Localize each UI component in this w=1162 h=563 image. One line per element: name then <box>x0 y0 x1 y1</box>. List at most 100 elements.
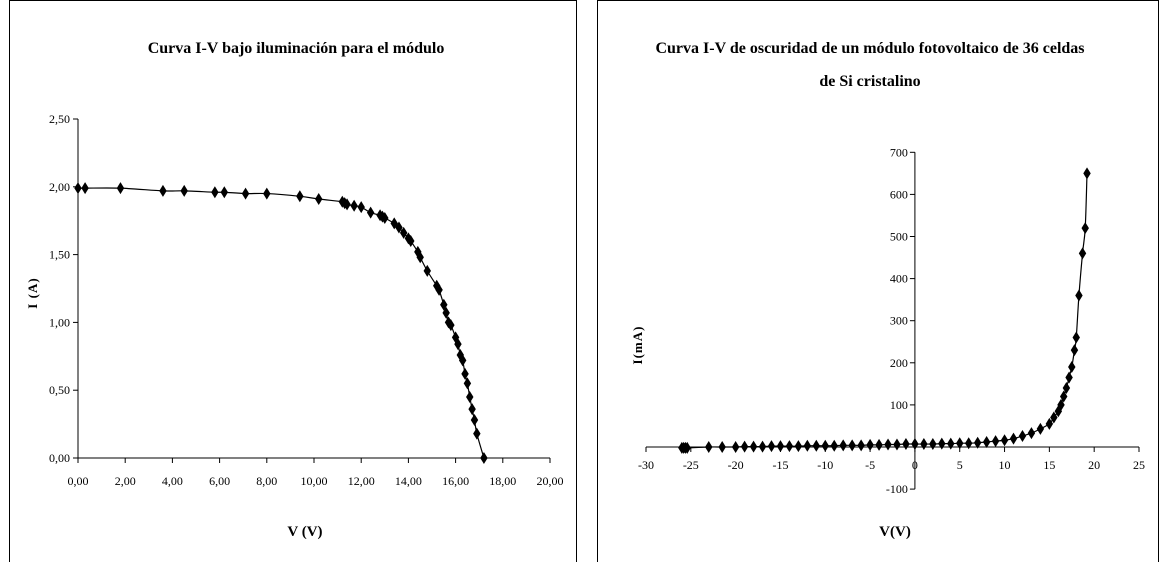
data-point <box>416 251 424 264</box>
data-point <box>839 439 847 452</box>
data-point <box>812 439 821 452</box>
x-tick-label: 5 <box>957 458 963 472</box>
data-point <box>1078 247 1087 260</box>
x-tick-label: 6,00 <box>209 474 230 488</box>
data-point <box>473 427 481 440</box>
data-point <box>1050 411 1058 424</box>
chart-panel-right: Curva I-V de oscuridad de un módulo foto… <box>597 0 1159 562</box>
data-point <box>159 184 167 197</box>
x-axis-label: V(V) <box>879 524 911 540</box>
data-point <box>395 221 403 234</box>
data-point <box>404 232 413 245</box>
x-tick-label: -15 <box>772 458 788 472</box>
data-point <box>220 186 229 199</box>
y-axis-label: I (A) <box>25 277 40 308</box>
data-point <box>785 440 794 453</box>
data-point <box>1062 382 1071 395</box>
series-line <box>77 187 485 459</box>
data-point <box>875 438 883 451</box>
x-tick-label: 10 <box>999 458 1011 472</box>
data-point <box>1027 427 1036 440</box>
data-point <box>315 193 323 206</box>
data-point <box>830 439 838 452</box>
data-point <box>947 437 955 450</box>
y-tick-label: 400 <box>890 272 908 286</box>
x-tick-label: -20 <box>728 458 744 472</box>
data-point <box>857 439 865 452</box>
data-point <box>1059 390 1068 403</box>
y-tick-label: 2,00 <box>49 180 70 194</box>
x-tick-label: 18,00 <box>489 474 516 488</box>
chart-title-line-2: de Si cristalino <box>819 73 920 90</box>
data-point <box>81 182 89 195</box>
data-point <box>1036 422 1045 435</box>
y-tick-label: 200 <box>890 356 908 370</box>
data-point <box>480 452 488 464</box>
x-tick-label: -30 <box>638 458 654 472</box>
data-point <box>1083 167 1091 180</box>
x-axis-label: V (V) <box>287 524 322 540</box>
x-tick-label: 4,00 <box>162 474 183 488</box>
data-point <box>470 414 479 427</box>
data-point <box>821 439 829 452</box>
data-point <box>1072 331 1080 344</box>
data-point <box>461 367 469 380</box>
data-point <box>1065 371 1073 384</box>
y-tick-label: 100 <box>890 398 908 412</box>
data-point <box>423 264 431 277</box>
x-tick-label: 25 <box>1133 458 1145 472</box>
data-point <box>758 440 767 453</box>
iv-dark-chart: Curva I-V de oscuridad de un módulo foto… <box>630 40 1145 540</box>
x-tick-label: 8,00 <box>256 474 277 488</box>
data-point <box>458 354 467 367</box>
data-point <box>683 441 691 454</box>
data-point <box>803 439 812 452</box>
data-point <box>920 438 928 451</box>
data-point <box>343 198 351 211</box>
data-point <box>444 316 453 329</box>
data-point <box>366 206 375 219</box>
data-point <box>180 184 188 197</box>
data-point <box>1018 430 1027 443</box>
y-tick-label: 0,50 <box>49 383 70 397</box>
data-point <box>973 436 982 449</box>
data-point <box>447 319 455 332</box>
data-point <box>407 235 415 248</box>
data-point <box>705 441 713 453</box>
data-point <box>350 199 358 212</box>
series-line <box>681 173 1088 449</box>
data-point <box>731 441 740 453</box>
data-point <box>211 186 219 199</box>
data-point <box>866 438 874 451</box>
x-tick-label: 16,00 <box>442 474 469 488</box>
data-point <box>241 187 250 200</box>
data-point <box>381 211 389 224</box>
data-point <box>884 438 892 451</box>
data-point <box>414 245 422 258</box>
data-point <box>1075 289 1083 302</box>
data-point <box>964 437 973 450</box>
x-tick-label: -25 <box>683 458 699 472</box>
data-point <box>718 441 726 453</box>
y-axis-label: I(mA) <box>630 326 645 365</box>
data-point <box>893 438 901 451</box>
data-point <box>116 182 125 195</box>
x-tick-label: 20,00 <box>537 474 564 488</box>
data-point <box>1045 417 1054 430</box>
x-tick-label: -10 <box>817 458 833 472</box>
data-point <box>956 437 964 450</box>
y-tick-label: 600 <box>890 187 908 201</box>
data-point <box>454 338 462 351</box>
x-tick-label: 15 <box>1043 458 1055 472</box>
data-point <box>982 435 991 448</box>
data-point <box>902 438 910 451</box>
x-tick-label: 2,00 <box>115 474 136 488</box>
data-point <box>776 440 785 453</box>
data-point <box>435 283 443 296</box>
data-point <box>451 331 460 344</box>
y-tick-label: 300 <box>890 314 908 328</box>
y-tick-label: 1,50 <box>49 248 70 262</box>
chart-panel-left: Curva I-V bajo iluminación para el módul… <box>9 0 577 562</box>
iv-illumination-chart: Curva I-V bajo iluminación para el módul… <box>25 40 564 540</box>
x-tick-label: 20 <box>1088 458 1100 472</box>
